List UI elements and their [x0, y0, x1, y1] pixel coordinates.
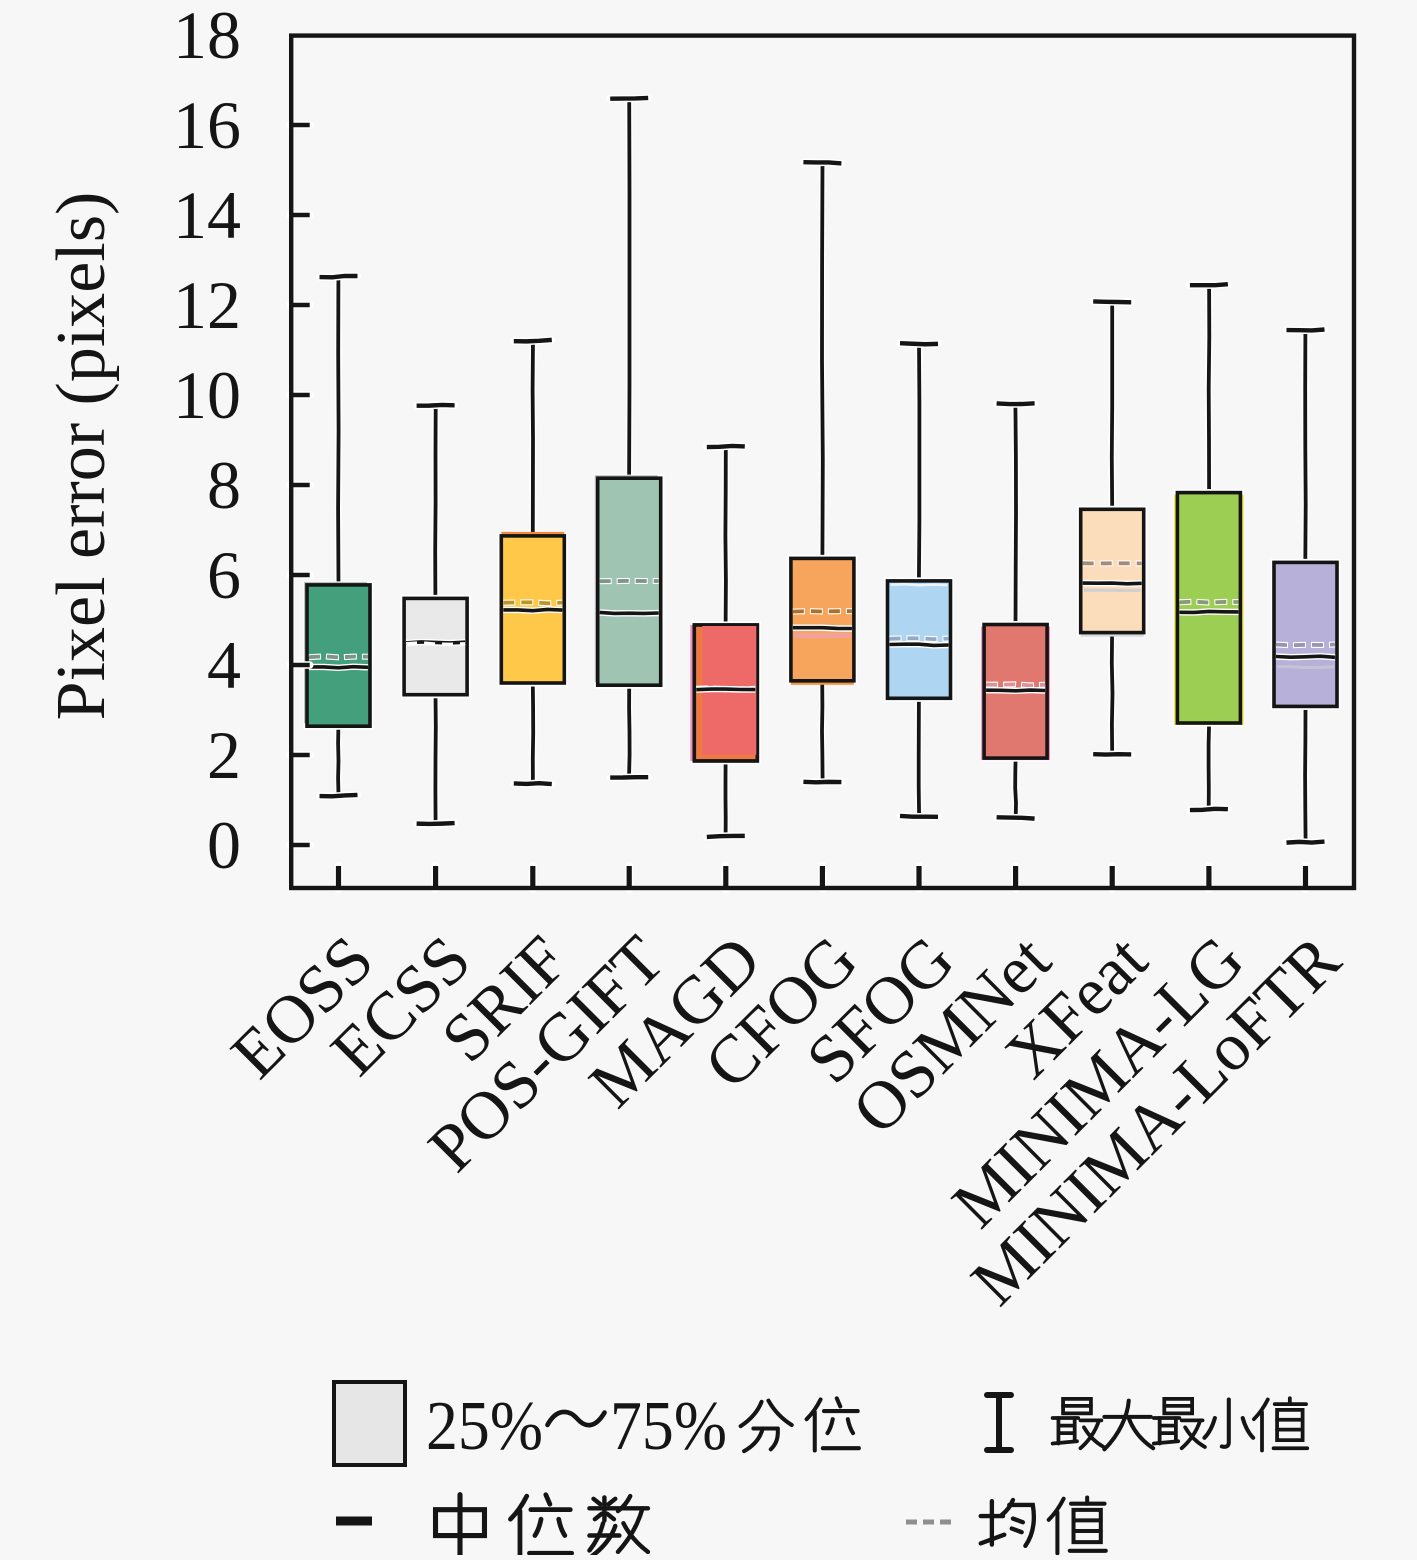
svg-text:18: 18 [173, 0, 241, 73]
svg-text:Pixel error (pixels): Pixel error (pixels) [43, 192, 120, 721]
svg-text:10: 10 [173, 357, 241, 433]
svg-text:8: 8 [207, 447, 241, 523]
svg-text:14: 14 [173, 177, 241, 253]
svg-text:75%: 75% [610, 1388, 727, 1465]
svg-text:0: 0 [207, 807, 241, 883]
svg-text:25%: 25% [426, 1388, 543, 1465]
svg-text:6: 6 [207, 537, 241, 613]
svg-text:12: 12 [173, 267, 241, 343]
svg-text:4: 4 [207, 627, 241, 703]
svg-text:2: 2 [207, 717, 241, 793]
svg-text:16: 16 [173, 87, 241, 163]
